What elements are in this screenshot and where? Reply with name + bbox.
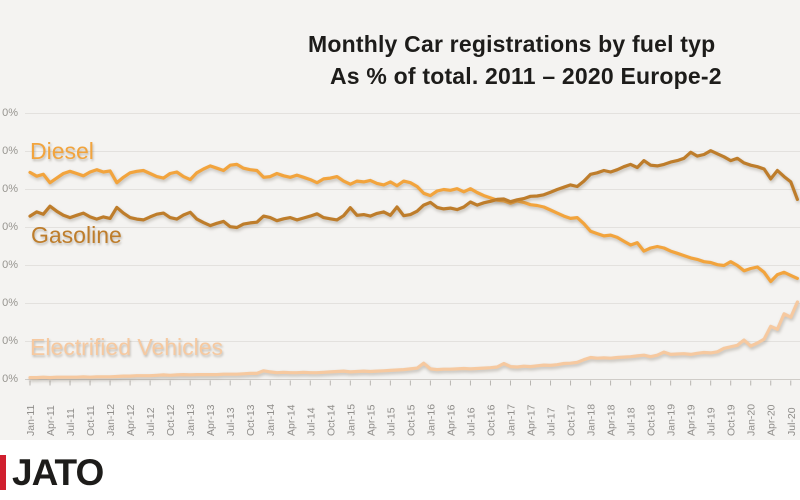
x-axis-label: Apr-11 xyxy=(45,405,57,436)
chart-title-line2: As % of total. 2011 – 2020 Europe-2 xyxy=(330,63,722,89)
x-axis-label: Apr-13 xyxy=(205,404,217,436)
y-axis-label: 0% xyxy=(2,220,18,233)
x-axis-label: Jul-15 xyxy=(385,407,397,436)
y-axis-label: 0% xyxy=(2,182,18,195)
x-axis-label: Apr-14 xyxy=(285,404,297,436)
x-axis-label: Jul-12 xyxy=(145,407,157,436)
series-line-gasoline xyxy=(28,149,800,230)
x-axis-label: Apr-18 xyxy=(606,404,618,436)
series-line-electrified xyxy=(28,300,800,380)
x-axis-label: Oct-18 xyxy=(646,404,658,436)
x-axis-label: Jul-13 xyxy=(225,407,237,436)
x-axis-label: Oct-19 xyxy=(726,404,738,436)
x-axis-label: Oct-15 xyxy=(405,404,417,436)
x-axis-label: Jan-17 xyxy=(505,404,517,436)
x-axis-label: Apr-15 xyxy=(365,404,377,436)
y-axis-label: 0% xyxy=(2,258,18,271)
x-axis-label: Apr-17 xyxy=(526,404,538,436)
x-axis-label: Oct-12 xyxy=(165,404,177,436)
x-axis-label: Apr-16 xyxy=(445,404,457,436)
x-axis-label: Jul-14 xyxy=(305,407,317,436)
x-axis-label: Jan-15 xyxy=(345,404,357,436)
jato-logo-red-mark xyxy=(0,455,6,490)
x-axis-label: Jan-18 xyxy=(586,404,598,436)
line-chart: Jan-11 Apr-11 Jul-11 Oct-11 Jan-12 Apr-12 Jul-… xyxy=(25,113,800,436)
series-line-diesel xyxy=(28,162,800,284)
chart-title: Monthly Car registrations by fuel typ As… xyxy=(308,28,722,92)
x-axis-label: Jan-12 xyxy=(105,404,117,436)
series-label-electrified-vehicles: Electrified Vehicles xyxy=(30,334,224,360)
x-axis-label: Apr-20 xyxy=(766,404,778,436)
jato-logo-text: JATO xyxy=(12,452,104,493)
series-label-gasoline: Gasoline xyxy=(31,222,122,248)
y-axis-label: 0% xyxy=(2,372,18,385)
chart-background xyxy=(0,0,800,440)
x-axis-label: Oct-17 xyxy=(566,404,578,436)
x-axis-label: Oct-14 xyxy=(325,404,337,436)
x-axis-label: Apr-12 xyxy=(125,404,137,436)
x-axis-label: Jul-11 xyxy=(65,408,77,436)
y-axis-label: 0% xyxy=(2,144,18,157)
jato-logo: JATO xyxy=(0,452,104,494)
y-axis-label: 0% xyxy=(2,296,18,309)
x-axis-label: Jan-14 xyxy=(265,404,277,436)
y-axis-label: 0% xyxy=(2,334,18,347)
x-axis-label: Jul-16 xyxy=(465,407,477,436)
x-axis-label: Jan-11 xyxy=(25,405,37,436)
x-axis-label: Jul-20 xyxy=(786,407,798,436)
x-axis-label: Oct-11 xyxy=(85,405,97,436)
y-axis-label: 0% xyxy=(2,106,18,119)
series-label-diesel: Diesel xyxy=(30,138,94,164)
x-axis-label: Jan-16 xyxy=(425,404,437,436)
x-axis-label: Jan-20 xyxy=(746,404,758,436)
x-axis-label: Jan-13 xyxy=(185,404,197,436)
x-axis-label: Jul-19 xyxy=(706,407,718,436)
x-axis-label: Jan-19 xyxy=(666,404,678,436)
x-axis-label: Jul-18 xyxy=(626,407,638,436)
x-axis-label: Oct-13 xyxy=(245,404,257,436)
x-axis-label: Apr-19 xyxy=(686,404,698,436)
x-axis-label: Oct-16 xyxy=(485,404,497,436)
x-axis-label: Jul-17 xyxy=(546,407,558,436)
chart-title-line1: Monthly Car registrations by fuel typ xyxy=(308,31,716,57)
